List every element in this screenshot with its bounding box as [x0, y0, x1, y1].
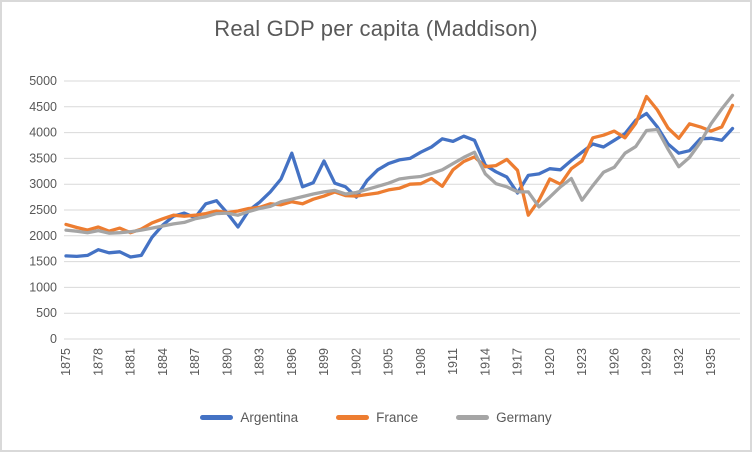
legend-label-france: France — [376, 410, 419, 425]
x-tick-label: 1902 — [349, 348, 363, 376]
legend-swatch-france-icon — [336, 415, 370, 420]
x-tick-label: 1884 — [156, 348, 170, 376]
x-tick-label: 1905 — [382, 348, 396, 376]
x-tick-label: 1914 — [478, 348, 492, 376]
y-tick-label: 3000 — [29, 177, 57, 191]
y-tick-label: 4500 — [29, 100, 57, 114]
x-tick-label: 1917 — [511, 348, 525, 376]
legend-swatch-argentina-icon — [200, 415, 234, 420]
y-tick-label: 1000 — [29, 280, 57, 294]
y-tick-label: 4000 — [29, 126, 57, 140]
y-tick-label: 2000 — [29, 229, 57, 243]
x-tick-label: 1929 — [640, 348, 654, 376]
series-line-france[interactable] — [64, 94, 735, 235]
x-tick-label: 1899 — [317, 348, 331, 376]
x-tick-label: 1926 — [607, 348, 621, 376]
series-line-germany[interactable] — [64, 93, 735, 235]
y-tick-label: 5000 — [29, 74, 57, 88]
legend-label-argentina: Argentina — [240, 410, 299, 425]
legend: Argentina France Germany — [2, 410, 750, 425]
y-tick-label: 3500 — [29, 151, 57, 165]
y-tick-label: 2500 — [29, 203, 57, 217]
x-tick-label: 1920 — [543, 348, 557, 376]
x-tick-label: 1893 — [253, 348, 267, 376]
legend-label-germany: Germany — [496, 410, 552, 425]
x-tick-label: 1878 — [91, 348, 105, 376]
x-tick-label: 1875 — [59, 348, 73, 376]
x-tick-label: 1908 — [414, 348, 428, 376]
legend-item-germany[interactable]: Germany — [456, 410, 552, 425]
x-tick-label: 1896 — [285, 348, 299, 376]
x-tick-label: 1923 — [575, 348, 589, 376]
x-tick-label: 1887 — [188, 348, 202, 376]
legend-swatch-germany-icon — [456, 415, 490, 420]
chart-title: Real GDP per capita (Maddison) — [214, 16, 538, 41]
y-tick-label: 500 — [36, 306, 57, 320]
x-tick-label: 1911 — [446, 348, 460, 375]
y-tick-label: 1500 — [29, 255, 57, 269]
x-tick-label: 1935 — [704, 348, 718, 376]
x-tick-label: 1932 — [672, 348, 686, 376]
legend-item-argentina[interactable]: Argentina — [200, 410, 298, 425]
legend-item-france[interactable]: France — [336, 410, 418, 425]
x-tick-label: 1890 — [220, 348, 234, 376]
y-tick-label: 0 — [50, 332, 57, 346]
x-tick-label: 1881 — [124, 348, 138, 376]
